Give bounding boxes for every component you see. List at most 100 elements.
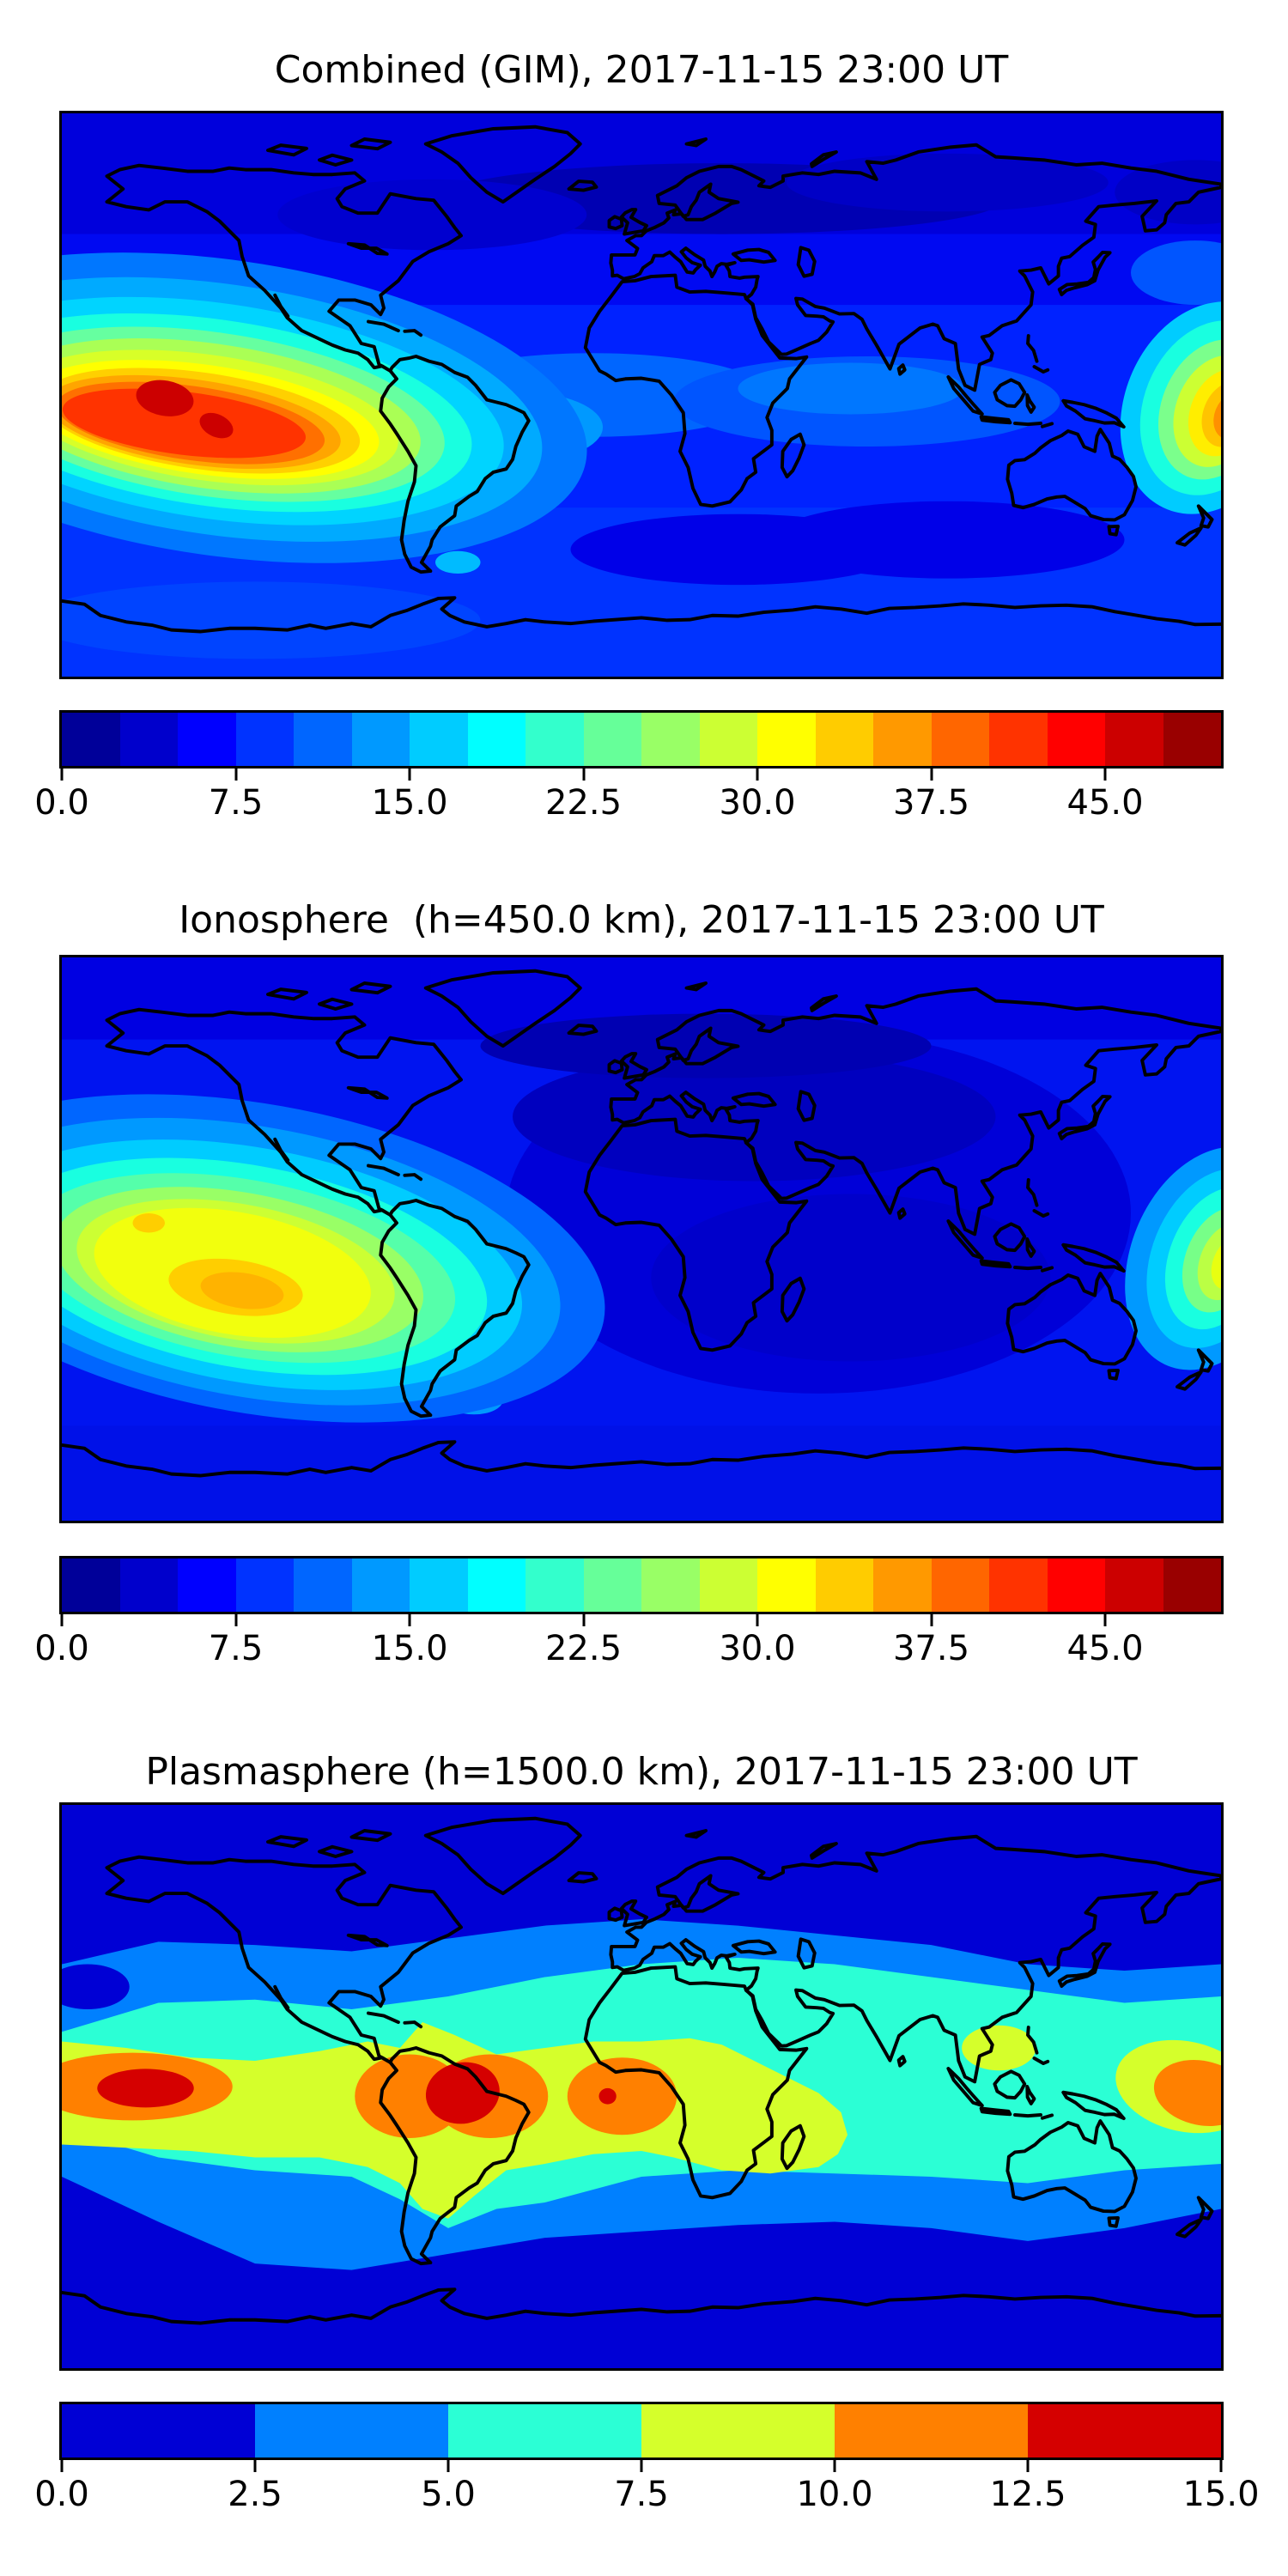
colorbar-segment — [119, 713, 178, 766]
colorbar-tickmark — [930, 769, 933, 781]
colorbar-tickmark — [234, 769, 237, 781]
colorbar-segment — [178, 713, 236, 766]
colorbar-segment — [294, 713, 352, 766]
tick-label: 0.0 — [34, 1629, 89, 1668]
colorbar-tickmark — [833, 2460, 836, 2472]
tick-label: 30.0 — [719, 1629, 796, 1668]
colorbar-segment — [931, 713, 989, 766]
tick-label: 0.0 — [34, 2475, 89, 2514]
tick-label: 22.5 — [544, 783, 623, 823]
colorbar-segment — [835, 2404, 1028, 2458]
tick-label: 22.5 — [544, 1629, 623, 1668]
colorbar-tickmark — [756, 769, 759, 781]
tick-label: 15.0 — [371, 1629, 448, 1668]
colorbar-segment — [62, 713, 120, 766]
panel3-colorbar — [59, 2402, 1224, 2460]
colorbar-tickmark — [253, 2460, 257, 2472]
panel1-colorbar-ticklabels: 0.0 7.5 15.0 22.5 30.0 37.5 45.0 — [34, 783, 1221, 824]
contour-fills-plasmasphere — [62, 1805, 1221, 2368]
colorbar-segment — [699, 713, 757, 766]
tick-label: 30.0 — [719, 783, 796, 823]
panel2-colorbar — [59, 1556, 1224, 1614]
colorbar-segment — [873, 1558, 932, 1612]
world-map-combined — [62, 113, 1221, 677]
tick-label: 37.5 — [892, 1629, 970, 1668]
colorbar-segment — [641, 1558, 700, 1612]
colorbar-segment — [641, 713, 700, 766]
panel1-colorbar-tickmarks — [60, 769, 1221, 781]
tick-label: 45.0 — [1066, 783, 1144, 823]
colorbar-segment — [62, 2404, 255, 2458]
panel1-colorbar — [59, 710, 1224, 769]
colorbar-segment — [815, 1558, 873, 1612]
panel3-colorbar-tickmarks — [60, 2460, 1223, 2472]
colorbar-segment — [641, 2404, 835, 2458]
colorbar-segment — [815, 713, 873, 766]
colorbar-tickmark — [1103, 1614, 1107, 1626]
colorbar-segment — [873, 713, 932, 766]
colorbar-tickmark — [756, 1614, 759, 1626]
colorbar-tickmark — [1026, 2460, 1030, 2472]
tick-label: 7.5 — [208, 783, 264, 823]
panel3-colorbar-ticklabels: 0.0 2.5 5.0 7.5 10.0 12.5 15.0 — [34, 2475, 1259, 2516]
colorbar-tickmark — [582, 1614, 585, 1626]
colorbar-segment — [1105, 1558, 1163, 1612]
colorbar-tickmark — [60, 1614, 64, 1626]
world-map-ionosphere — [62, 957, 1221, 1521]
colorbar-segment — [255, 2404, 448, 2458]
colorbar-segment — [1163, 1558, 1221, 1612]
panel1-title: Combined (GIM), 2017-11-15 23:00 UT — [274, 48, 1009, 92]
panel3-map-frame — [59, 1802, 1224, 2371]
colorbar-tickmark — [1103, 769, 1107, 781]
tick-label: 0.0 — [34, 783, 89, 823]
tick-label: 37.5 — [892, 783, 970, 823]
panel2-title: Ionosphere (h=450.0 km), 2017-11-15 23:0… — [179, 898, 1104, 942]
colorbar-segment — [526, 713, 584, 766]
contour-fills-combined — [62, 113, 1221, 677]
colorbar-segment — [1047, 1558, 1105, 1612]
colorbar-segment — [1047, 713, 1105, 766]
colorbar-segment — [583, 1558, 641, 1612]
panel2-colorbar-tickmarks — [60, 1614, 1221, 1626]
colorbar-tickmark — [640, 2460, 643, 2472]
tick-label: 10.0 — [796, 2475, 873, 2514]
colorbar-segment — [178, 1558, 236, 1612]
colorbar-segment — [526, 1558, 584, 1612]
colorbar-segment — [410, 1558, 468, 1612]
tick-label: 7.5 — [614, 2475, 669, 2514]
colorbar-segment — [1163, 713, 1221, 766]
tick-label: 15.0 — [371, 783, 448, 823]
colorbar-tickmark — [60, 769, 64, 781]
colorbar-tickmark — [930, 1614, 933, 1626]
colorbar-segment — [989, 1558, 1048, 1612]
colorbar-segment — [467, 1558, 526, 1612]
tick-label: 5.0 — [421, 2475, 476, 2514]
panel2-colorbar-ticklabels: 0.0 7.5 15.0 22.5 30.0 37.5 45.0 — [34, 1629, 1221, 1670]
colorbar-tickmark — [60, 2460, 64, 2472]
world-map-plasmasphere — [62, 1805, 1221, 2368]
colorbar-tickmark — [1219, 2460, 1223, 2472]
colorbar-segment — [410, 713, 468, 766]
colorbar-segment — [757, 1558, 816, 1612]
colorbar-segment — [351, 713, 410, 766]
colorbar-segment — [699, 1558, 757, 1612]
colorbar-tickmark — [234, 1614, 237, 1626]
tick-label: 2.5 — [228, 2475, 283, 2514]
colorbar-segment — [583, 713, 641, 766]
panel2-map-frame — [59, 955, 1224, 1523]
tick-label: 45.0 — [1066, 1629, 1144, 1668]
colorbar-segment — [62, 1558, 120, 1612]
colorbar-segment — [351, 1558, 410, 1612]
colorbar-tickmark — [582, 769, 585, 781]
colorbar-segment — [448, 2404, 641, 2458]
colorbar-tickmark — [447, 2460, 450, 2472]
tick-label: 15.0 — [1182, 2475, 1260, 2514]
colorbar-segment — [235, 713, 294, 766]
colorbar-segment — [989, 713, 1048, 766]
colorbar-segment — [119, 1558, 178, 1612]
panel3-title: Plasmasphere (h=1500.0 km), 2017-11-15 2… — [145, 1750, 1138, 1794]
tick-label: 12.5 — [989, 2475, 1066, 2514]
colorbar-segment — [931, 1558, 989, 1612]
tick-label: 7.5 — [208, 1629, 264, 1668]
